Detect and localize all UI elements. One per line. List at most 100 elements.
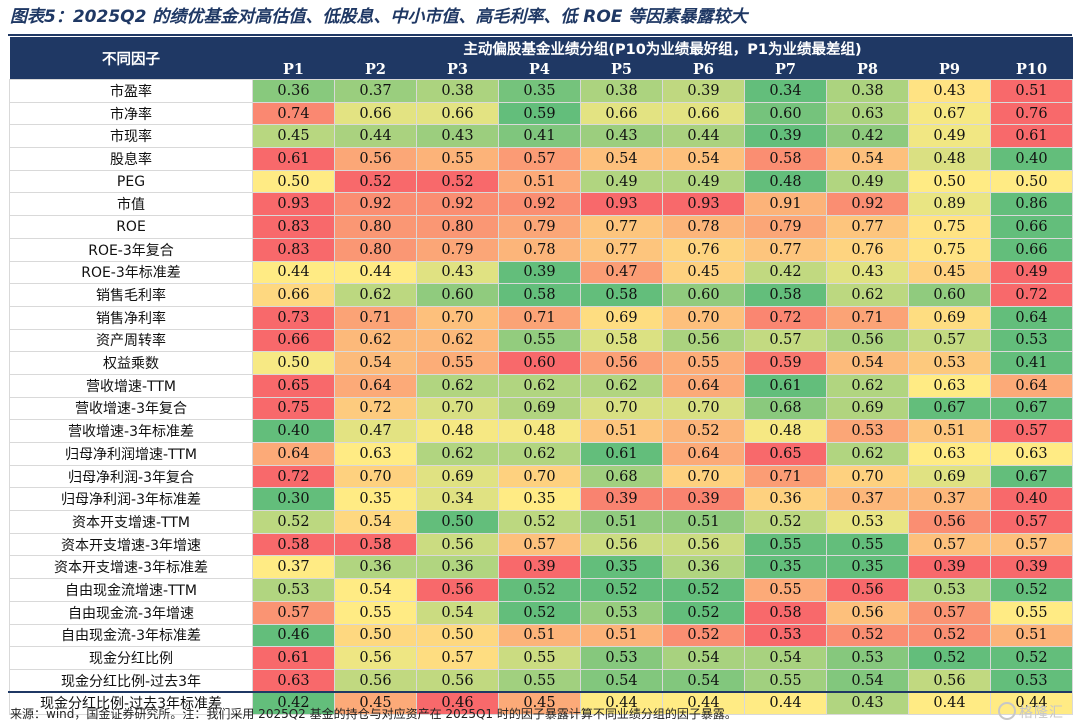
heatmap-cell: 0.64 <box>662 442 745 466</box>
heatmap-cell: 0.71 <box>744 464 827 489</box>
heatmap-cell: 0.66 <box>416 101 499 126</box>
heatmap-cell: 0.70 <box>662 464 745 489</box>
heatmap-cell: 0.60 <box>498 351 581 375</box>
heatmap-cell: 0.44 <box>744 691 827 716</box>
heatmap-cell: 0.36 <box>744 487 827 512</box>
heatmap-cell: 0.49 <box>662 169 745 194</box>
factor-label: 市现率 <box>9 124 253 149</box>
heatmap-cell: 0.58 <box>498 283 581 307</box>
heatmap-cell: 0.66 <box>252 328 335 353</box>
heatmap-cell: 0.72 <box>252 464 335 489</box>
heatmap-cell: 0.57 <box>990 419 1073 443</box>
heatmap-cell: 0.60 <box>662 283 745 307</box>
heatmap-cell: 0.72 <box>990 283 1073 307</box>
heatmap-cell: 0.45 <box>662 260 745 285</box>
heatmap-cell: 0.60 <box>744 101 827 126</box>
heatmap-cell: 0.50 <box>416 510 499 534</box>
heatmap-cell: 0.62 <box>416 442 499 466</box>
heatmap-cell: 0.69 <box>908 464 991 489</box>
table-row: 市净率 0.74 0.66 0.66 0.59 0.66 0.66 0.60 0.63 0.67 0… <box>9 101 1073 126</box>
heatmap-cell: 0.64 <box>334 373 417 398</box>
heatmap-cell: 0.52 <box>580 578 663 602</box>
heatmap-cell: 0.72 <box>744 305 827 330</box>
watermark: 格隆汇 <box>998 702 1064 722</box>
heatmap-cell: 0.55 <box>334 600 417 625</box>
heatmap-cell: 0.51 <box>580 419 663 443</box>
heatmap-cell: 0.53 <box>908 351 991 375</box>
heatmap-cell: 0.83 <box>252 215 335 239</box>
heatmap-cell: 0.63 <box>990 442 1073 466</box>
heatmap-cell: 0.66 <box>990 237 1073 262</box>
heatmap-cell: 0.79 <box>498 215 581 239</box>
heatmap-cell: 0.66 <box>580 101 663 126</box>
heatmap-cell: 0.48 <box>744 169 827 194</box>
heatmap-cell: 0.65 <box>252 373 335 398</box>
heatmap-cell: 0.58 <box>744 283 827 307</box>
heatmap-cell: 0.51 <box>580 623 663 648</box>
heatmap-cell: 0.36 <box>334 555 417 580</box>
heatmap-cell: 0.49 <box>990 260 1073 285</box>
table-row: 销售净利率 0.73 0.71 0.70 0.71 0.69 0.70 0.72 0.71 0.6… <box>9 305 1073 330</box>
factor-label: 归母净利润-3年标准差 <box>9 487 253 512</box>
factor-label: 现金分红比例 <box>9 646 253 670</box>
heatmap-cell: 0.50 <box>908 169 991 194</box>
heatmap-cell: 0.45 <box>252 124 335 149</box>
heatmap-cell: 0.56 <box>662 532 745 557</box>
heatmap-cell: 0.63 <box>908 442 991 466</box>
heatmap-cell: 0.52 <box>498 510 581 534</box>
heatmap-cell: 0.55 <box>826 532 909 557</box>
heatmap-cell: 0.69 <box>498 396 581 421</box>
heatmap-cell: 0.64 <box>662 373 745 398</box>
heatmap-cell: 0.36 <box>416 555 499 580</box>
heatmap-cell: 0.91 <box>744 192 827 217</box>
heatmap-cell: 0.54 <box>662 147 745 171</box>
table-row: 资本开支增速-TTM 0.52 0.54 0.50 0.52 0.51 0.51 0.52 0.… <box>9 510 1073 534</box>
table-header: 不同因子 主动偏股基金业绩分组(P10为业绩最好组，P1为业绩最差组) P1 P2… <box>9 37 1073 80</box>
heatmap-cell: 0.61 <box>580 442 663 466</box>
heatmap-cell: 0.54 <box>826 147 909 171</box>
heatmap-cell: 0.38 <box>416 79 499 103</box>
column-header-p10: P10 <box>990 59 1073 80</box>
table-row: 销售毛利率 0.66 0.62 0.60 0.58 0.58 0.60 0.58 0.62 0.6… <box>9 283 1073 307</box>
factor-label: 市值 <box>9 192 253 217</box>
heatmap-cell: 0.51 <box>580 510 663 534</box>
factor-label: 市净率 <box>9 101 253 126</box>
heatmap-cell: 0.76 <box>990 101 1073 126</box>
heatmap-cell: 0.92 <box>826 192 909 217</box>
factor-label: ROE <box>9 215 253 239</box>
heatmap-cell: 0.37 <box>826 487 909 512</box>
heatmap-cell: 0.54 <box>416 600 499 625</box>
column-header-p9: P9 <box>908 59 991 80</box>
heatmap-cell: 0.64 <box>252 442 335 466</box>
heatmap-cell: 0.71 <box>826 305 909 330</box>
table-row: 营收增速-3年标准差 0.40 0.47 0.48 0.48 0.51 0.52 0.48 0.… <box>9 419 1073 443</box>
heatmap-cell: 0.47 <box>334 419 417 443</box>
heatmap-cell: 0.66 <box>990 215 1073 239</box>
heatmap-cell: 0.63 <box>252 668 335 693</box>
heatmap-cell: 0.62 <box>826 283 909 307</box>
heatmap-cell: 0.67 <box>908 396 991 421</box>
heatmap-cell: 0.62 <box>334 328 417 353</box>
factor-label: 归母净利润增速-TTM <box>9 442 253 466</box>
factor-label: 归母净利润-3年复合 <box>9 464 253 489</box>
factor-label: ROE-3年标准差 <box>9 260 253 285</box>
heatmap-cell: 0.37 <box>908 487 991 512</box>
factor-heatmap-table: 不同因子 主动偏股基金业绩分组(P10为业绩最好组，P1为业绩最差组) P1 P2… <box>9 37 1073 716</box>
heatmap-cell: 0.86 <box>990 192 1073 217</box>
heatmap-cell: 0.57 <box>416 646 499 670</box>
heatmap-cell: 0.58 <box>334 532 417 557</box>
heatmap-cell: 0.56 <box>334 147 417 171</box>
watermark-text: 格隆汇 <box>1019 705 1064 721</box>
heatmap-cell: 0.56 <box>334 646 417 670</box>
heatmap-cell: 0.79 <box>416 237 499 262</box>
heatmap-cell: 0.70 <box>334 464 417 489</box>
heatmap-cell: 0.48 <box>908 147 991 171</box>
heatmap-cell: 0.67 <box>990 396 1073 421</box>
heatmap-cell: 0.34 <box>744 79 827 103</box>
factor-label: 权益乘数 <box>9 351 253 375</box>
heatmap-cell: 0.70 <box>416 396 499 421</box>
heatmap-cell: 0.75 <box>908 237 991 262</box>
heatmap-cell: 0.48 <box>744 419 827 443</box>
table-row: 资本开支增速-3年增速 0.58 0.58 0.56 0.57 0.56 0.56 0.55 0… <box>9 532 1073 557</box>
heatmap-cell: 0.45 <box>334 691 417 716</box>
